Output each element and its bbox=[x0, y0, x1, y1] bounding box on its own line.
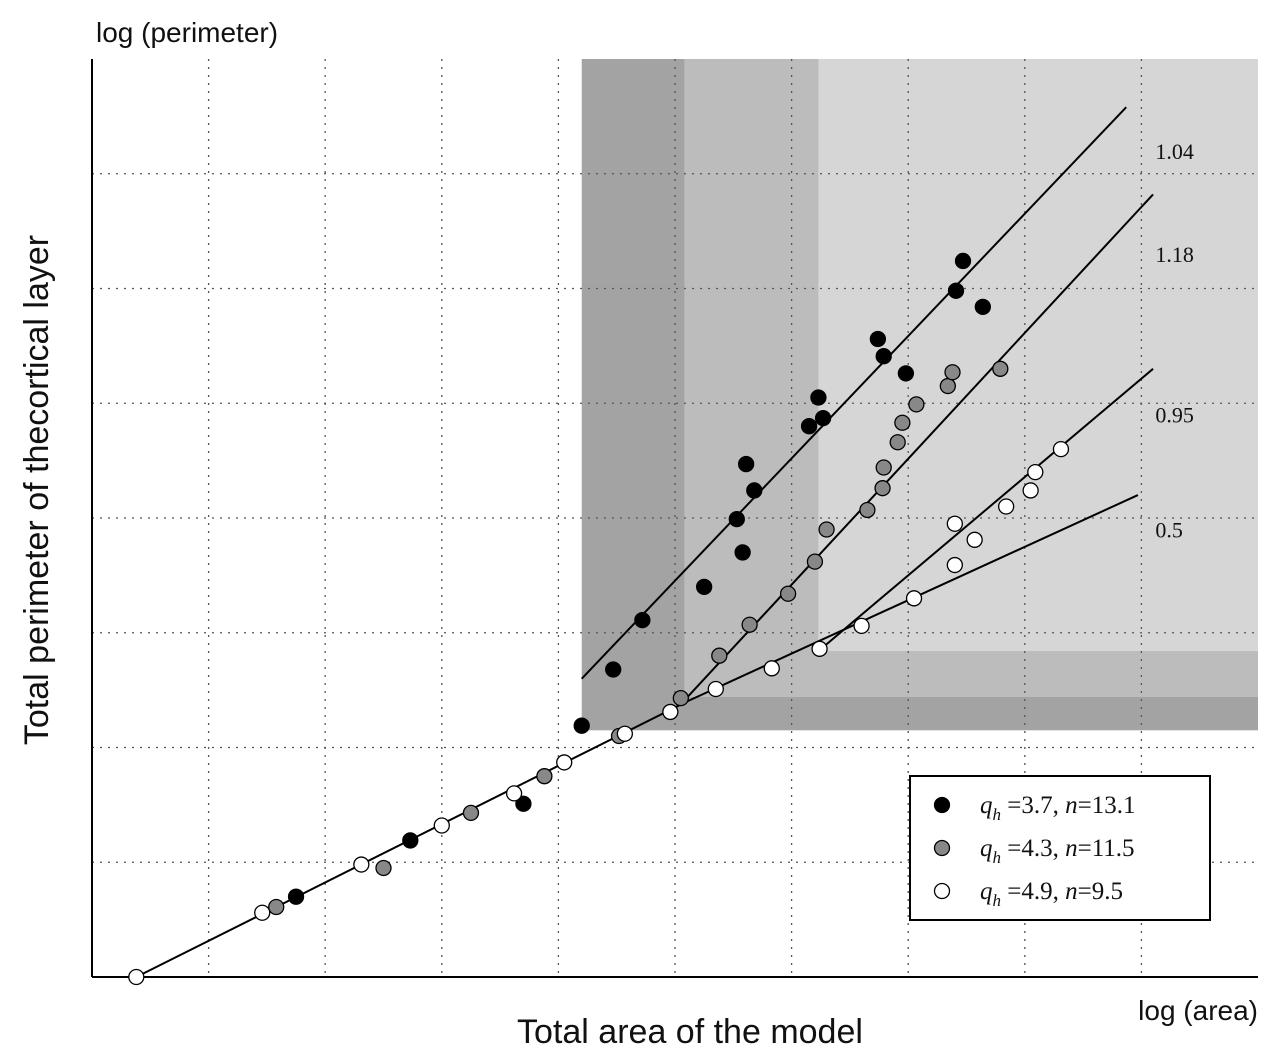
data-point-series-3 bbox=[1027, 463, 1044, 481]
data-point-series-3 bbox=[1022, 482, 1039, 499]
slope-labels: 1.04 1.18 0.95 0.5 bbox=[1155, 139, 1194, 543]
data-point-series-3 bbox=[662, 703, 679, 721]
data-point-series-3 bbox=[254, 904, 271, 921]
data-point-series-3 bbox=[997, 498, 1015, 515]
data-point-series-1 bbox=[605, 661, 622, 678]
data-point-series-2 bbox=[818, 521, 835, 538]
data-point-series-3 bbox=[353, 856, 370, 873]
data-point-series-1 bbox=[573, 717, 590, 734]
data-point-series-1 bbox=[947, 282, 965, 299]
slope-label: 1.04 bbox=[1155, 139, 1194, 164]
x-axis-title: Total area of the model bbox=[517, 1013, 863, 1051]
y-axis-title: Total perimeter of thecortical layer bbox=[18, 235, 56, 745]
data-point-series-2 bbox=[939, 377, 956, 395]
data-point-series-2 bbox=[859, 501, 876, 519]
data-point-series-3 bbox=[616, 725, 634, 742]
data-point-series-3 bbox=[811, 640, 828, 657]
data-point-series-2 bbox=[536, 768, 553, 785]
data-point-series-1 bbox=[634, 611, 651, 629]
data-point-series-1 bbox=[734, 544, 751, 561]
data-point-series-1 bbox=[696, 578, 713, 595]
legend-marker-2 bbox=[933, 839, 951, 857]
legend-box bbox=[909, 775, 1211, 921]
data-point-series-1 bbox=[810, 389, 827, 406]
data-point-series-1 bbox=[515, 795, 532, 812]
data-point-series-2 bbox=[806, 553, 824, 570]
data-point-series-3 bbox=[1052, 440, 1070, 458]
x-unit-label: log (area) bbox=[1138, 995, 1258, 1026]
data-point-series-1 bbox=[814, 410, 832, 427]
data-point-series-1 bbox=[974, 298, 991, 316]
legend-label-1: qh =3.7, n=13.1 bbox=[980, 792, 1135, 824]
slope-label: 0.95 bbox=[1155, 403, 1194, 428]
data-point-series-2 bbox=[908, 396, 925, 413]
data-point-series-3 bbox=[763, 660, 780, 677]
legend-label-3: qh =4.9, n=9.5 bbox=[980, 878, 1123, 910]
data-point-series-2 bbox=[992, 360, 1009, 377]
legend-label-2: qh =4.3, n=11.5 bbox=[980, 835, 1135, 867]
data-point-series-2 bbox=[711, 647, 728, 664]
data-points bbox=[128, 252, 1070, 986]
data-point-series-3 bbox=[946, 515, 963, 532]
data-point-series-2 bbox=[874, 480, 891, 497]
data-point-series-1 bbox=[875, 348, 892, 365]
data-point-series-3 bbox=[966, 531, 983, 548]
data-point-series-3 bbox=[433, 817, 450, 834]
fit-line-3 bbox=[580, 106, 1127, 680]
data-point-series-2 bbox=[741, 616, 758, 633]
legend-marker-1 bbox=[933, 796, 951, 814]
data-point-series-2 bbox=[894, 414, 911, 431]
slope-label: 1.18 bbox=[1155, 242, 1194, 267]
data-point-series-2 bbox=[268, 898, 285, 916]
data-point-series-3 bbox=[707, 680, 724, 698]
fit-line-4 bbox=[683, 193, 1154, 702]
data-point-series-2 bbox=[375, 859, 392, 877]
data-point-series-3 bbox=[946, 556, 963, 574]
data-point-series-1 bbox=[954, 252, 972, 270]
slope-label: 0.5 bbox=[1155, 517, 1183, 542]
legend: qh =3.7, n=13.1 qh =4.3, n=11.5 qh =4.9, n… bbox=[909, 775, 1211, 921]
data-point-series-1 bbox=[737, 455, 755, 473]
data-point-series-3 bbox=[905, 590, 923, 607]
legend-marker-3 bbox=[933, 882, 951, 900]
data-point-series-1 bbox=[728, 510, 745, 528]
data-point-series-2 bbox=[889, 434, 906, 451]
data-point-series-2 bbox=[779, 585, 797, 602]
data-point-series-2 bbox=[875, 459, 892, 476]
data-point-series-1 bbox=[869, 330, 887, 348]
data-point-series-3 bbox=[505, 785, 523, 802]
data-point-series-2 bbox=[462, 804, 480, 822]
data-point-series-1 bbox=[897, 365, 915, 382]
data-point-series-2 bbox=[944, 364, 961, 381]
data-point-series-1 bbox=[402, 832, 419, 849]
data-point-series-1 bbox=[800, 418, 818, 435]
data-point-series-2 bbox=[672, 690, 689, 707]
data-point-series-1 bbox=[287, 888, 305, 905]
shaded-regions bbox=[581, 59, 1258, 731]
data-point-series-1 bbox=[746, 482, 763, 499]
data-point-series-3 bbox=[128, 968, 145, 986]
data-point-series-3 bbox=[556, 754, 573, 771]
top-axis-label: log (perimeter) bbox=[96, 17, 278, 48]
fit-line-5 bbox=[817, 368, 1154, 652]
grid bbox=[91, 59, 1258, 978]
data-point-series-3 bbox=[853, 617, 870, 635]
